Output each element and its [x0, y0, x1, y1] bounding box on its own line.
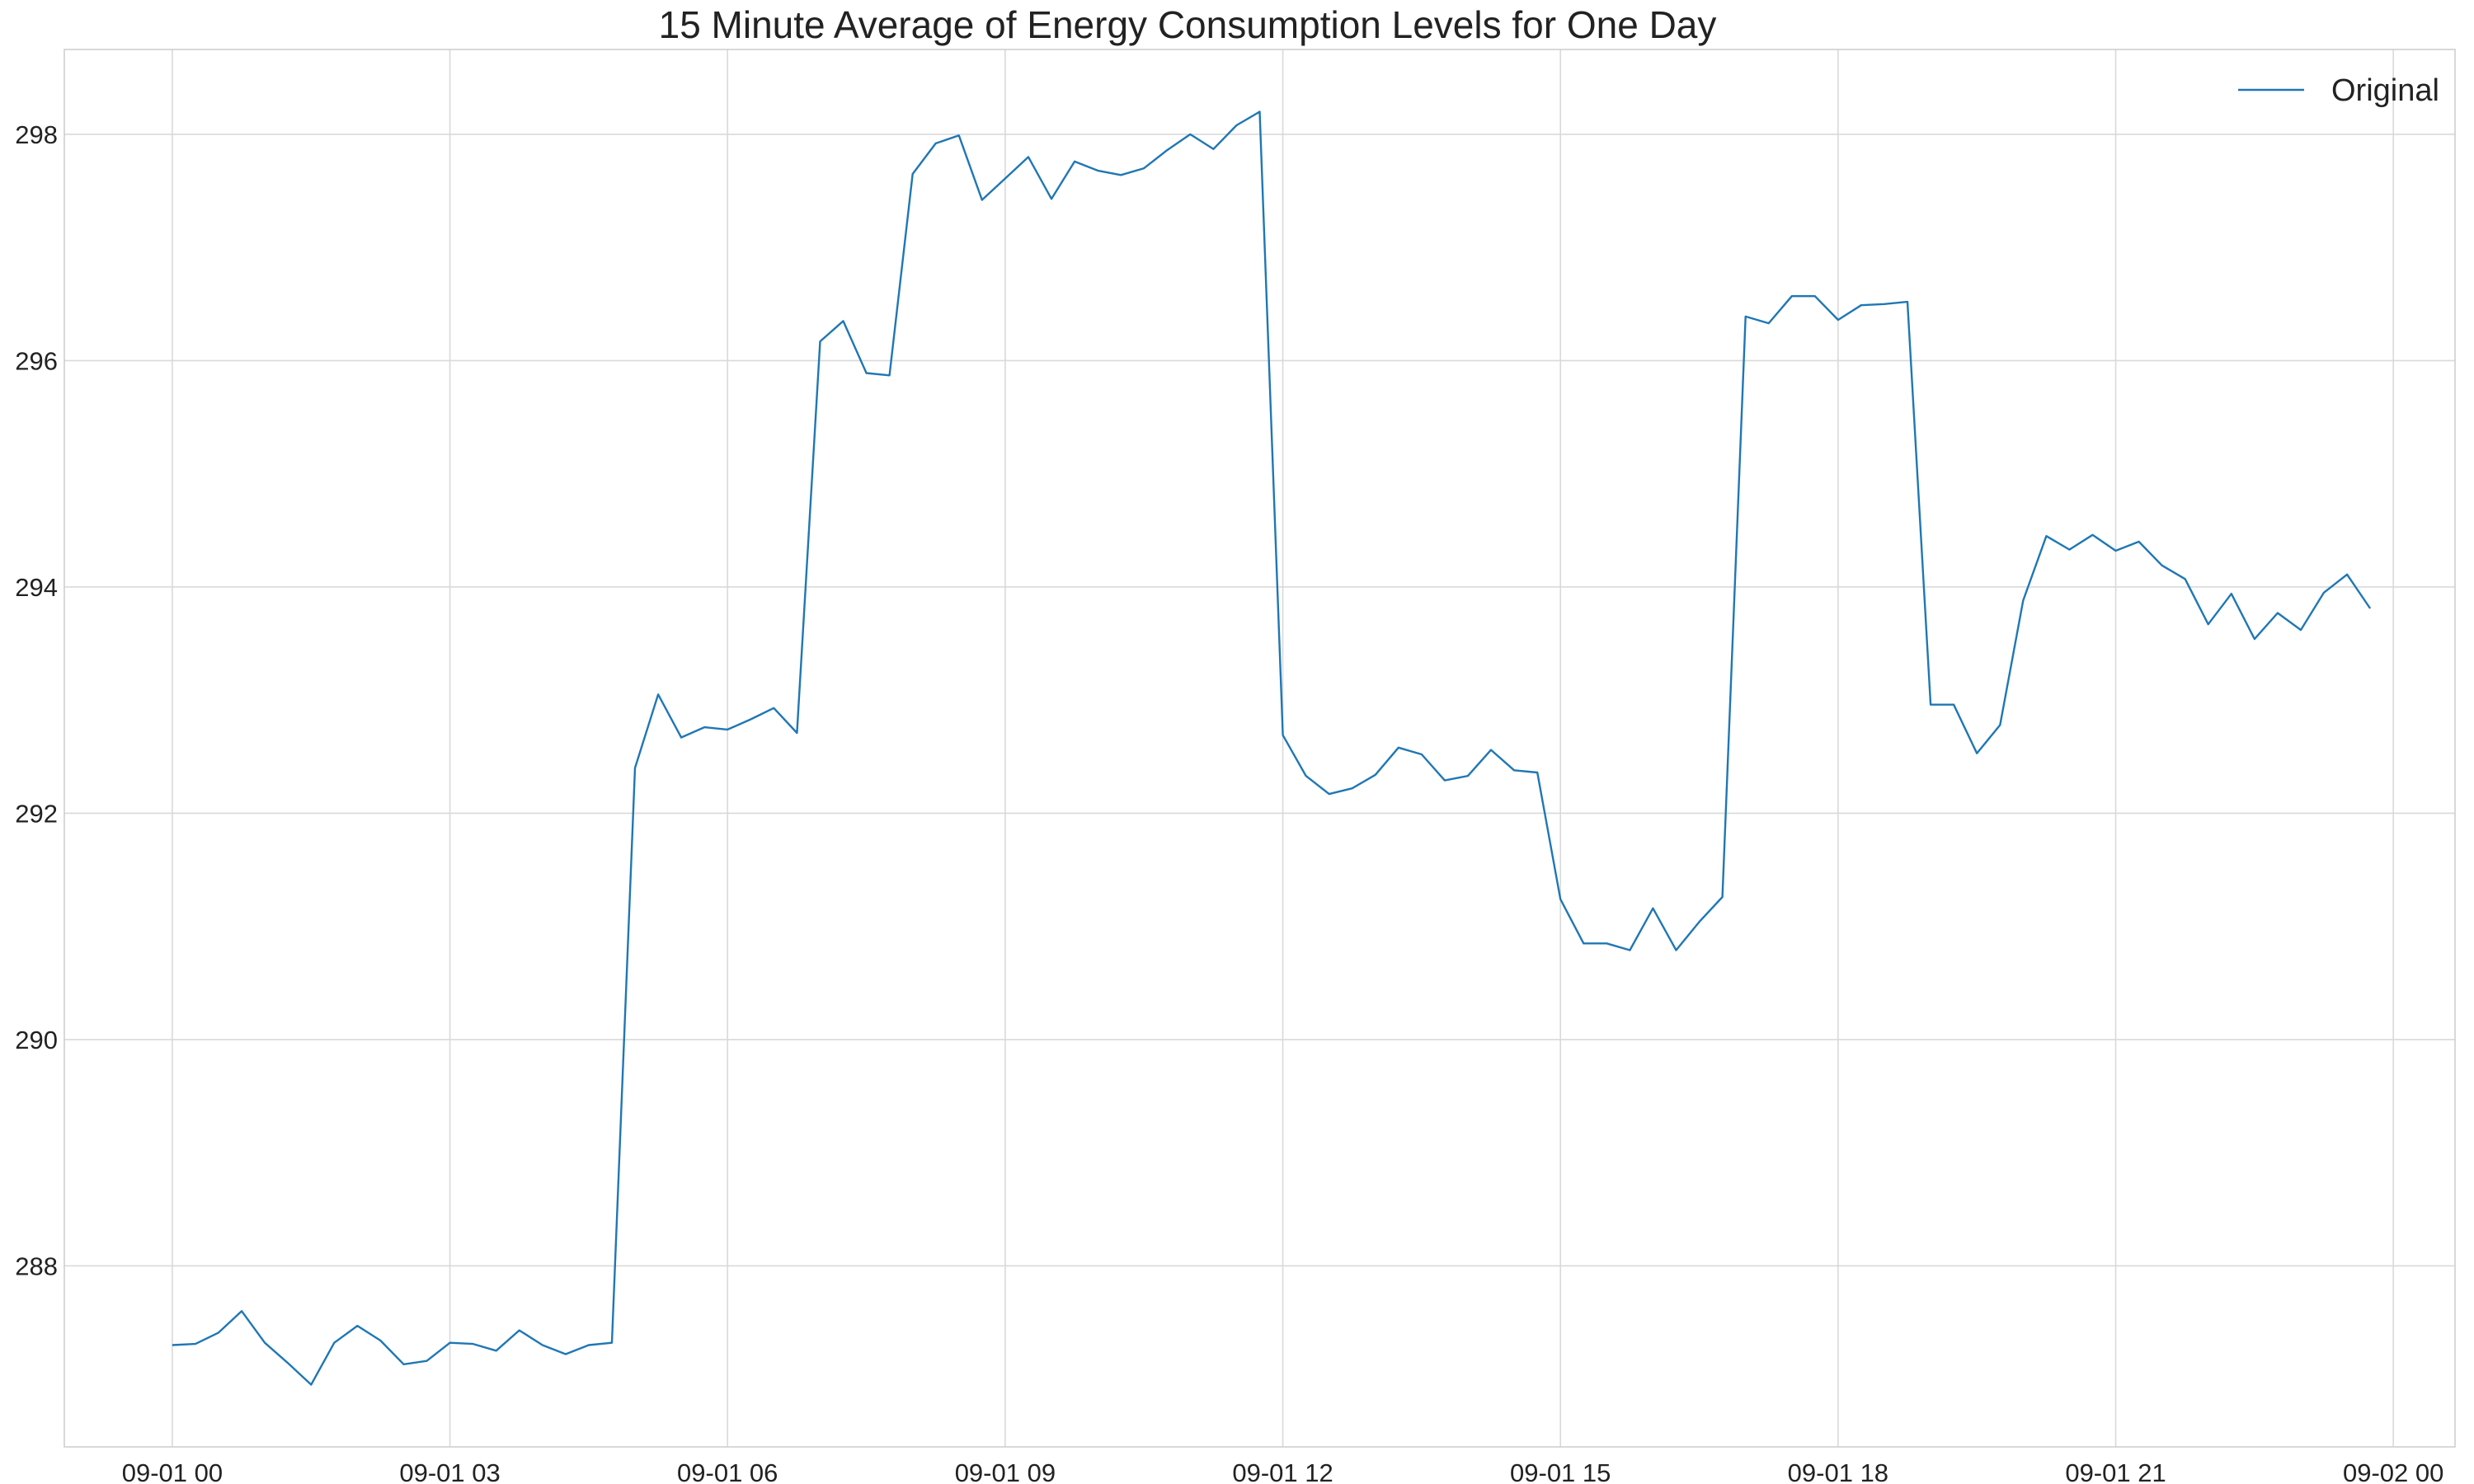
legend: Original [2238, 73, 2439, 108]
x-tick-label: 09-01 06 [677, 1458, 778, 1484]
y-tick-label: 290 [15, 1026, 58, 1054]
x-tick-label: 09-01 15 [1510, 1458, 1611, 1484]
y-tick-label: 288 [15, 1252, 58, 1280]
x-tick-label: 09-01 00 [122, 1458, 223, 1484]
y-tick-label: 296 [15, 346, 58, 375]
tick-labels: 09-01 00 09-01 03 09-01 06 09-01 09 09-01 12… [15, 120, 2443, 1484]
series-line-original [172, 110, 2372, 1386]
x-tick-label: 09-01 12 [1232, 1458, 1333, 1484]
grid [64, 49, 2455, 1447]
legend-label-original: Original [2331, 73, 2439, 108]
x-tick-label: 09-01 18 [1788, 1458, 1888, 1484]
y-tick-label: 294 [15, 573, 58, 602]
y-tick-label: 292 [15, 799, 58, 828]
plot-area-frame [63, 49, 2456, 1448]
y-tick-label: 298 [15, 120, 58, 149]
series-layer [172, 110, 2372, 1386]
x-tick-label: 09-02 00 [2343, 1458, 2443, 1484]
x-tick-label: 09-01 03 [399, 1458, 500, 1484]
x-tick-label: 09-01 09 [955, 1458, 1056, 1484]
x-tick-label: 09-01 21 [2065, 1458, 2166, 1484]
chart-title: 15 Minute Average of Energy Consumption … [659, 3, 1717, 46]
